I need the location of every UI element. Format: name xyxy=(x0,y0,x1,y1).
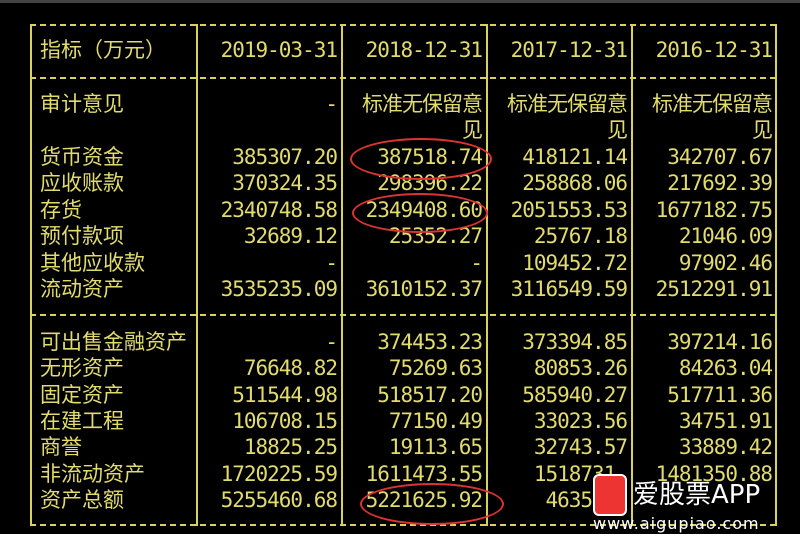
table-row-audit-wrap-value: 见 xyxy=(752,118,773,142)
watermark-title: 爱股票APP xyxy=(633,480,761,510)
highlight-circle-total-assets xyxy=(360,483,504,525)
table-row-value: 258868.06 xyxy=(522,171,628,196)
table-row-value: 109452.72 xyxy=(522,250,628,275)
table-row-value: 374453.23 xyxy=(377,330,483,354)
table-row-value: 5255460.68 xyxy=(220,487,338,512)
table-row-value: 2051553.53 xyxy=(510,197,628,222)
table-row-label: 预付款项 xyxy=(40,224,124,249)
table-row-audit-wrap-value: 见 xyxy=(607,118,628,142)
table-row-value: 97902.46 xyxy=(678,250,773,275)
table-row-label: 其他应收款 xyxy=(40,250,145,275)
table-row-value: 1677182.75 xyxy=(655,197,773,222)
table-row-value: - xyxy=(325,250,338,275)
table-row-value: 397214.16 xyxy=(667,330,773,354)
table-row-audit-wrap-value xyxy=(198,117,337,143)
table-row-value: 2512291.91 xyxy=(655,277,773,301)
table-row-value: 34751.91 xyxy=(678,408,773,433)
table-row-value: 511544.98 xyxy=(232,382,338,407)
table-row-label: 可出售金融资产 xyxy=(40,330,187,354)
table-divider xyxy=(30,524,776,526)
table-row-value: 418121.14 xyxy=(522,145,628,169)
table-divider xyxy=(30,24,776,26)
table-row-value: 106708.15 xyxy=(232,408,338,433)
table-row-value: 25767.18 xyxy=(533,224,628,249)
column-divider xyxy=(631,24,633,526)
table-row-value: 84263.04 xyxy=(678,356,773,381)
table-row-value: 517711.36 xyxy=(667,382,773,407)
table-row-label: 无形资产 xyxy=(40,356,124,381)
top-bar xyxy=(0,0,800,3)
table-divider xyxy=(30,314,776,316)
table-row-value: 33889.42 xyxy=(678,435,773,460)
column-divider xyxy=(486,24,488,526)
table-row-value: 585940.27 xyxy=(522,382,628,407)
table-row-value: 1481350.88 xyxy=(655,461,773,486)
column-divider xyxy=(775,24,777,526)
highlight-circle-cash xyxy=(350,138,492,180)
table-row-audit-value: 标准无保留意 xyxy=(362,92,483,116)
table-row-audit-wrap-value: 见 xyxy=(462,118,483,142)
table-row-value: 32743.57 xyxy=(533,435,628,460)
table-row-value: 18825.25 xyxy=(243,435,338,460)
table-row-value: 3116549.59 xyxy=(510,277,628,301)
column-divider xyxy=(30,24,32,526)
table-row-value: 3610152.37 xyxy=(365,277,483,301)
table-row-value: 76648.82 xyxy=(243,356,338,381)
table-row-value: 2340748.58 xyxy=(220,197,338,222)
table-row-audit-value: 标准无保留意 xyxy=(652,92,773,116)
table-row-value: 33023.56 xyxy=(533,408,628,433)
watermark: 爱股票APP www.aigupiao.com xyxy=(585,470,800,534)
table-row-label: 商誉 xyxy=(40,435,82,460)
table-divider xyxy=(30,77,776,79)
column-divider xyxy=(341,24,343,526)
highlight-circle-inventory xyxy=(352,193,488,233)
aigupiao-logo-icon xyxy=(593,474,627,516)
table-row-label: 应收账款 xyxy=(40,171,124,196)
table-row-value: 342707.67 xyxy=(667,145,773,169)
table-row-audit-label: 审计意见 xyxy=(40,92,124,116)
header-date: 2019-03-31 xyxy=(220,38,338,62)
header-date: 2017-12-31 xyxy=(510,38,628,62)
table-row-label: 货币资金 xyxy=(40,145,124,169)
header-label: 指标（万元） xyxy=(40,38,166,62)
table-row-value: 373394.85 xyxy=(522,330,628,354)
table-row-value: 370324.35 xyxy=(232,171,338,196)
table-row-label: 在建工程 xyxy=(40,408,124,433)
table-row-value: 75269.63 xyxy=(388,356,483,381)
table-row-value: 80853.26 xyxy=(533,356,628,381)
table-row-value: 19113.65 xyxy=(388,435,483,460)
table-row-label: 固定资产 xyxy=(40,382,124,407)
table-row-label: 存货 xyxy=(40,197,82,222)
header-date: 2016-12-31 xyxy=(655,38,773,62)
table-row-value: - xyxy=(470,250,483,275)
watermark-url: www.aigupiao.com xyxy=(593,514,760,533)
table-row-value: 32689.12 xyxy=(243,224,338,249)
column-divider xyxy=(196,24,198,526)
table-row-value: - xyxy=(325,330,338,354)
table-row-label: 资产总额 xyxy=(40,487,124,512)
table-row-label: 流动资产 xyxy=(40,277,124,301)
table-row-value: 385307.20 xyxy=(232,145,338,169)
table-row-value: 77150.49 xyxy=(388,408,483,433)
table-row-value: 1611473.55 xyxy=(365,461,483,486)
table-row-value: 21046.09 xyxy=(678,224,773,249)
table-row-audit-value: 标准无保留意 xyxy=(507,92,628,116)
table-row-audit-value: - xyxy=(325,92,338,116)
header-date: 2018-12-31 xyxy=(365,38,483,62)
table-row-value: 518517.20 xyxy=(377,382,483,407)
table-row-value: 3535235.09 xyxy=(220,277,338,301)
table-row-label: 非流动资产 xyxy=(40,461,145,486)
table-row-value: 217692.39 xyxy=(667,171,773,196)
table-row-value: 1720225.59 xyxy=(220,461,338,486)
